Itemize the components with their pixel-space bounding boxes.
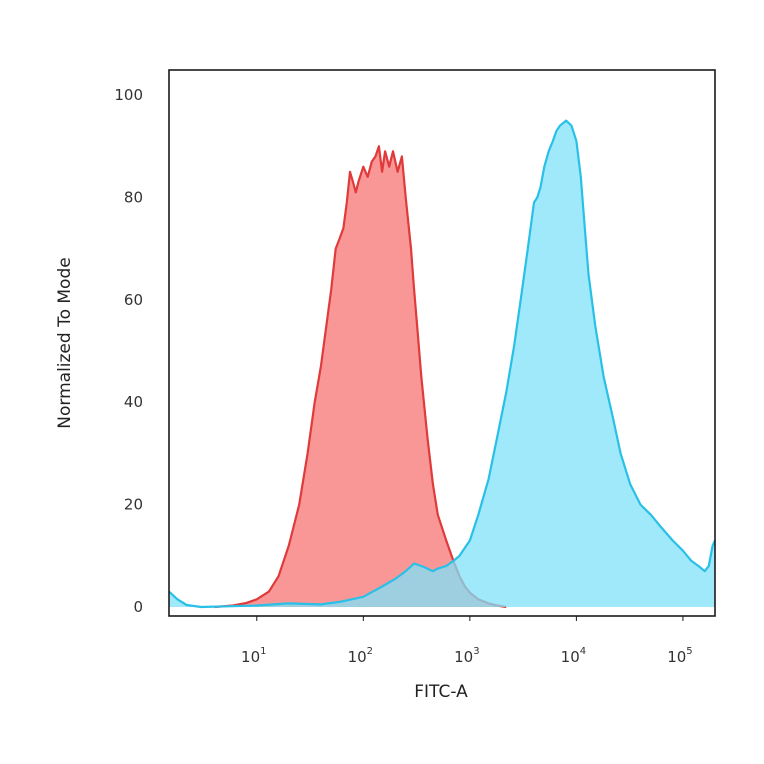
y-tick-label: 60 <box>124 291 143 309</box>
plot-frame <box>168 69 716 617</box>
series-2-line <box>168 119 716 609</box>
x-tick-label: 105 <box>667 646 692 666</box>
series-layer <box>168 119 716 609</box>
series-1-area <box>214 146 507 607</box>
y-axis-title: Normalized To Mode <box>55 257 75 428</box>
x-tick-label: 104 <box>561 646 586 666</box>
x-tick-label: 103 <box>454 646 479 666</box>
y-tick-label: 0 <box>133 598 143 616</box>
y-tick-label: 40 <box>124 393 143 411</box>
y-tick-label: 80 <box>124 188 143 206</box>
y-axis-ticks: 0 20 40 60 80 100 <box>114 86 143 616</box>
series-2-area <box>169 120 715 607</box>
x-tick-label: 101 <box>241 646 266 666</box>
y-tick-label: 20 <box>124 496 143 514</box>
series-1-line <box>214 145 507 609</box>
y-tick-label: 100 <box>114 86 143 104</box>
x-axis-ticks: 101 102 103 104 105 <box>241 616 693 666</box>
x-tick-label: 102 <box>348 646 373 666</box>
x-axis-title: FITC-A <box>414 682 468 702</box>
